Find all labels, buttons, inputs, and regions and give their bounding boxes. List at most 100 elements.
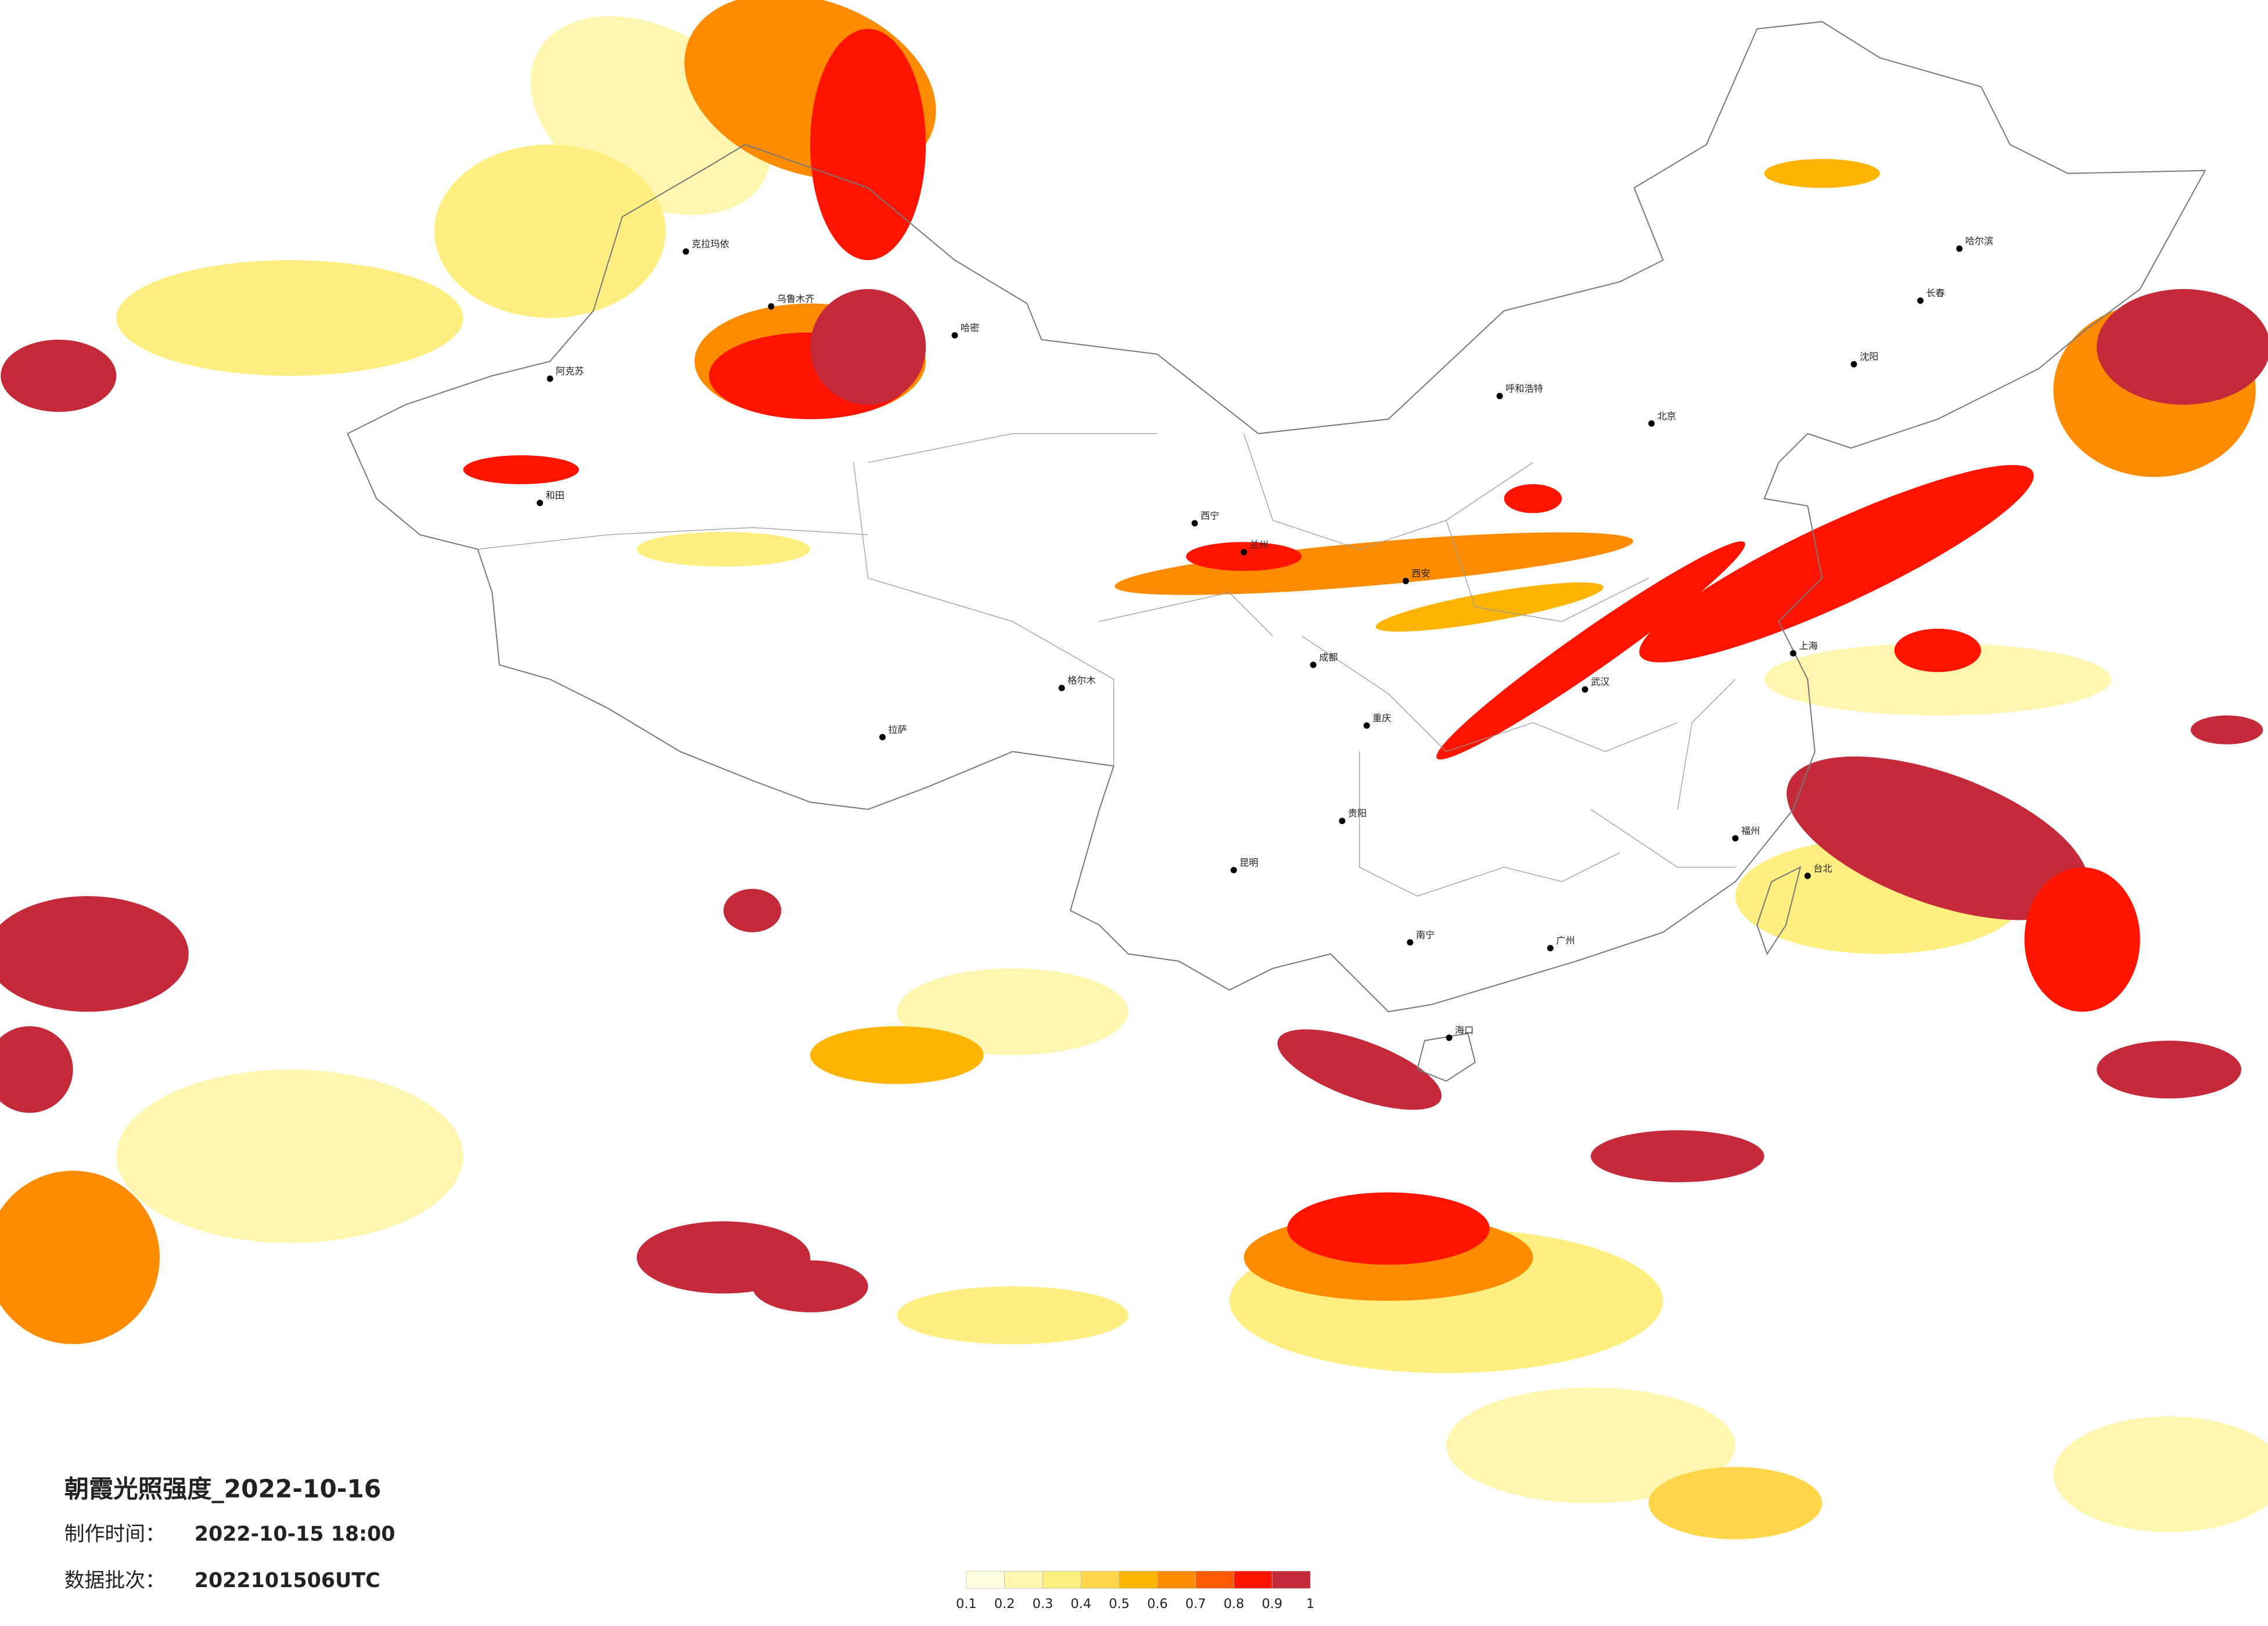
colorbar-swatch: [1043, 1571, 1081, 1589]
city-dot: [1789, 650, 1796, 657]
colorbar-tick-label: 0.7: [1185, 1596, 1206, 1611]
city-label: 昆明: [1239, 857, 1258, 868]
city-dot: [1917, 297, 1924, 304]
city-dot: [1402, 578, 1409, 585]
city-label: 哈尔滨: [1965, 236, 1993, 247]
city-dot: [1241, 549, 1248, 556]
city-dot: [682, 248, 689, 255]
made-time: 2022-10-15 18:00: [195, 1523, 396, 1546]
city-label: 格尔木: [1067, 675, 1095, 686]
city-dot: [1058, 685, 1065, 692]
city-label: 兰州: [1250, 539, 1268, 550]
city-dot: [1850, 361, 1857, 368]
city-dot: [1310, 661, 1317, 668]
title: 朝霞光照强度_2022-10-16: [64, 1474, 381, 1503]
city-dot: [768, 303, 775, 310]
colorbar-swatch: [1157, 1571, 1196, 1589]
intensity-patch: [1764, 159, 1880, 188]
city-label: 拉萨: [888, 724, 907, 735]
city-dot: [1582, 686, 1588, 693]
intensity-patch: [1277, 1029, 1442, 1110]
city-label: 长春: [1926, 287, 1944, 298]
intensity-patch: [1648, 1467, 1823, 1539]
city-label: 福州: [1741, 825, 1760, 836]
intensity-patch: [1504, 484, 1562, 513]
made-label: 制作时间：: [64, 1523, 166, 1546]
city-label: 广州: [1556, 935, 1575, 946]
city-dot: [1407, 939, 1414, 946]
intensity-patch: [1590, 1130, 1764, 1182]
city-label: 南宁: [1416, 929, 1435, 940]
city-label: 乌鲁木齐: [777, 293, 815, 304]
city-dot: [537, 499, 544, 506]
colorbar-swatch: [1195, 1571, 1234, 1589]
intensity-patch: [434, 144, 666, 318]
colorbar-swatch: [1004, 1571, 1043, 1589]
intensity-patch: [897, 1286, 1128, 1344]
city-dot: [547, 375, 553, 382]
intensity-patch: [1186, 542, 1302, 571]
intensity-patch: [2097, 289, 2268, 405]
intensity-patch: [1894, 628, 1981, 672]
intensity-patch: [1787, 756, 2089, 920]
colorbar-tick-label: 0.4: [1070, 1596, 1091, 1611]
city-dot: [1363, 722, 1370, 729]
city-dot: [1496, 393, 1503, 400]
colorbar-tick-label: 1: [1306, 1596, 1314, 1611]
province-lines: [477, 433, 1736, 897]
city-label: 沈阳: [1860, 351, 1878, 362]
intensity-patch: [810, 289, 926, 405]
intensity-patch: [1115, 532, 1633, 595]
batch: 2022101506UTC: [195, 1569, 380, 1592]
hainan: [1417, 1033, 1476, 1082]
city-dot: [1547, 945, 1554, 952]
city-dot: [1648, 420, 1655, 427]
intensity-patch: [723, 888, 782, 933]
colorbar-swatch: [1271, 1571, 1311, 1589]
colorbar-swatch: [966, 1571, 1005, 1589]
colorbar-tick-label: 0.5: [1109, 1596, 1130, 1611]
city-label: 海口: [1455, 1025, 1473, 1036]
intensity-patch: [1287, 1192, 1490, 1265]
intensity-patch: [0, 896, 189, 1012]
intensity-patch: [1, 339, 117, 412]
intensity-patch: [463, 455, 579, 484]
intensity-patch: [810, 28, 926, 261]
colorbar-tick-label: 0.8: [1224, 1596, 1245, 1611]
colorbar-tick-label: 0.3: [1033, 1596, 1054, 1611]
city-dot: [1804, 872, 1811, 879]
city-label: 北京: [1657, 411, 1676, 422]
colorbar-swatch: [1119, 1571, 1158, 1589]
batch-label: 数据批次：: [64, 1569, 166, 1592]
city-dot: [1956, 245, 1963, 252]
city-label: 西安: [1411, 568, 1430, 579]
city-label: 台北: [1813, 863, 1832, 874]
intensity-patch: [752, 1260, 868, 1312]
intensity-patch: [637, 531, 810, 567]
intensity-patch: [2053, 1416, 2268, 1533]
intensity-patch: [116, 260, 463, 376]
city-label: 哈密: [961, 322, 979, 333]
colorbar-swatch: [1234, 1571, 1273, 1589]
city-label: 克拉玛依: [692, 239, 729, 250]
intensity-patch: [116, 1069, 463, 1243]
city-label: 阿克苏: [556, 366, 584, 377]
city-label: 西宁: [1201, 510, 1219, 521]
city-label: 和田: [546, 490, 565, 501]
intensity-patch: [2024, 867, 2140, 1012]
intensity-patch: [1639, 465, 2034, 663]
intensity-patch: [810, 1026, 984, 1084]
city-dot: [1339, 818, 1346, 825]
colorbar-tick-label: 0.2: [994, 1596, 1015, 1611]
colorbar-tick-label: 0.1: [956, 1596, 977, 1611]
colorbar-swatch: [1080, 1571, 1120, 1589]
china-outline: [347, 21, 2206, 1013]
city-dot: [1230, 866, 1237, 873]
city-label: 贵阳: [1348, 808, 1367, 819]
colorbar-tick-label: 0.6: [1147, 1596, 1168, 1611]
city-dot: [1446, 1034, 1453, 1041]
colorbar: 0.1 0.2 0.3 0.4 0.5 0.6 0.7 0.8 0.9 1: [956, 1571, 1314, 1611]
